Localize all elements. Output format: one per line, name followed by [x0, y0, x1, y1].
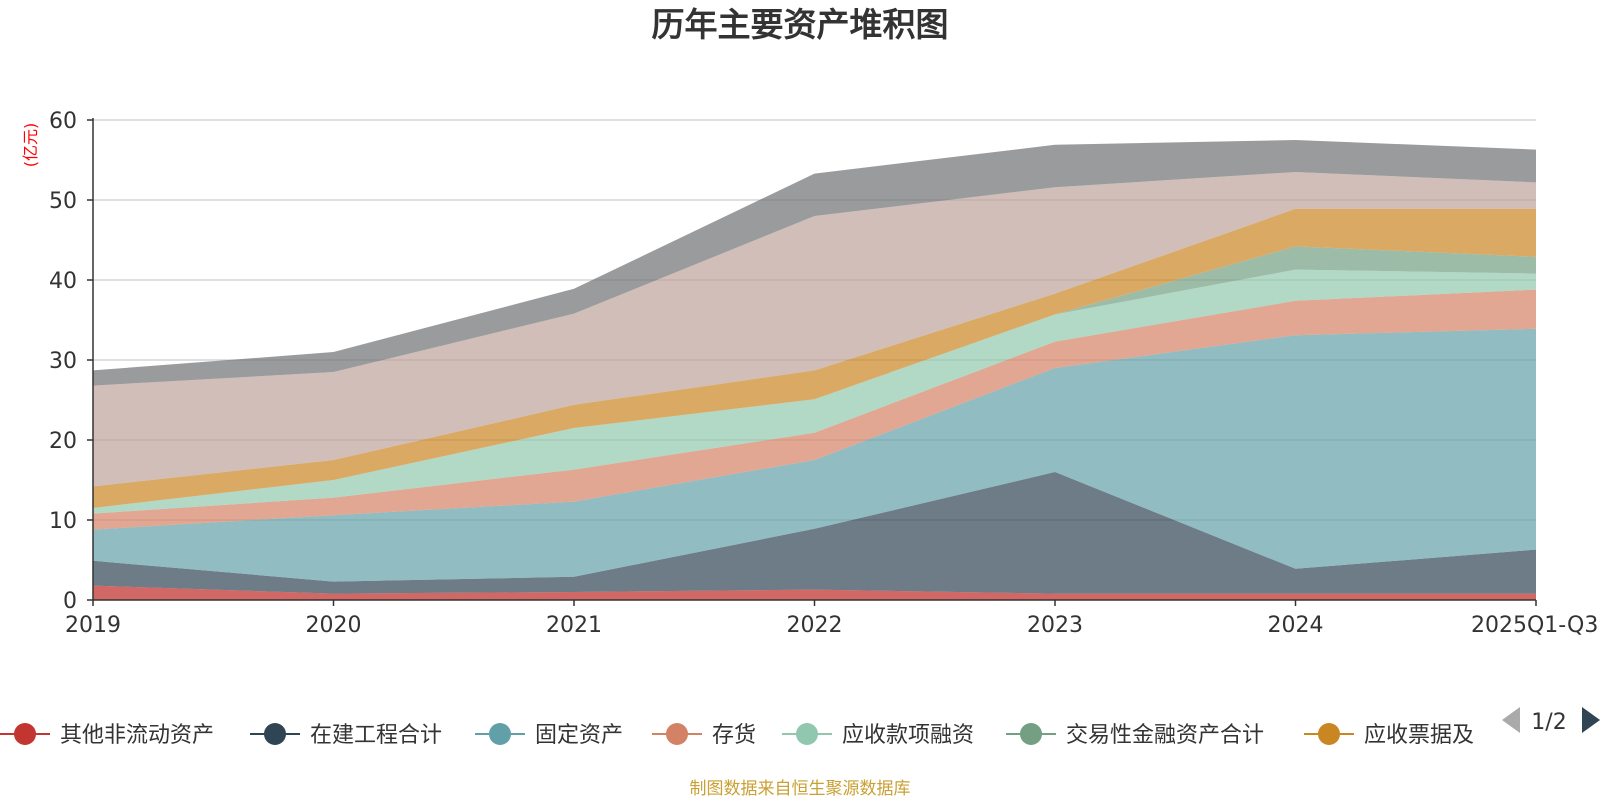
area-series-7 [93, 208, 1536, 509]
legend-prev-page-icon[interactable] [1502, 707, 1520, 733]
y-tick-label: 30 [49, 349, 77, 374]
y-tick-label: 10 [49, 509, 77, 534]
data-source-note: 制图数据来自恒生聚源数据库 [690, 779, 911, 799]
legend-item-1[interactable]: 其他非流动资产 [0, 723, 214, 748]
y-tick-label: 20 [49, 429, 77, 454]
x-tick-label: 2023 [1027, 613, 1083, 638]
legend-item-6[interactable]: 交易性金融资产合计 [1006, 723, 1264, 748]
legend-next-page-icon[interactable] [1582, 707, 1600, 733]
x-tick-label: 2020 [306, 613, 362, 638]
axes: 0 10 20 30 40 50 60 2019 2020 2021 2022 2023 2024 202… [49, 109, 1598, 638]
legend-label: 交易性金融资产合计 [1066, 723, 1264, 748]
x-tick-label: 2021 [546, 613, 602, 638]
legend-marker [264, 723, 286, 745]
y-axis-label: (亿元) [21, 123, 40, 168]
legend-pager: 1/2 [1502, 707, 1600, 735]
area-series-1 [93, 585, 1536, 600]
legend-marker [666, 723, 688, 745]
legend-marker [14, 723, 36, 745]
legend-item-7[interactable]: 应收票据及 [1304, 723, 1474, 748]
legend-label: 其他非流动资产 [60, 723, 214, 748]
x-tick-label: 2022 [787, 613, 843, 638]
area-series-2 [93, 472, 1536, 594]
legend-label: 应收款项融资 [842, 723, 974, 748]
legend-label: 应收票据及 [1364, 723, 1474, 748]
x-tick-label: 2024 [1268, 613, 1324, 638]
legend-label: 固定资产 [535, 723, 623, 748]
legend-label: 在建工程合计 [310, 723, 442, 748]
legend-label: 存货 [712, 723, 756, 748]
area-series-3 [93, 328, 1536, 582]
plot-areas [93, 140, 1536, 600]
legend-item-2[interactable]: 在建工程合计 [250, 723, 442, 748]
legend-marker [1318, 723, 1340, 745]
legend-item-4[interactable]: 存货 [652, 723, 756, 748]
area-series-5 [93, 269, 1536, 514]
x-tick-label: 2025Q1-Q3 [1471, 613, 1598, 638]
legend-page-indicator: 1/2 [1531, 710, 1566, 735]
y-tick-label: 40 [49, 269, 77, 294]
legend-item-3[interactable]: 固定资产 [475, 723, 623, 748]
y-tick-label: 0 [63, 589, 77, 614]
legend-marker [1020, 723, 1042, 745]
area-series-9 [93, 140, 1536, 386]
legend-marker [796, 723, 818, 745]
legend: 其他非流动资产 在建工程合计 固定资产 存货 应收款项融资 交易性金融资产合计 应收票据及 [0, 723, 1474, 748]
y-tick-label: 60 [49, 109, 77, 134]
area-series-4 [93, 289, 1536, 530]
x-tick-label: 2019 [65, 613, 121, 638]
chart-title: 历年主要资产堆积图 [652, 5, 949, 44]
area-series-8 [93, 172, 1536, 487]
legend-item-5[interactable]: 应收款项融资 [782, 723, 974, 748]
legend-marker [489, 723, 511, 745]
y-tick-label: 50 [49, 189, 77, 214]
